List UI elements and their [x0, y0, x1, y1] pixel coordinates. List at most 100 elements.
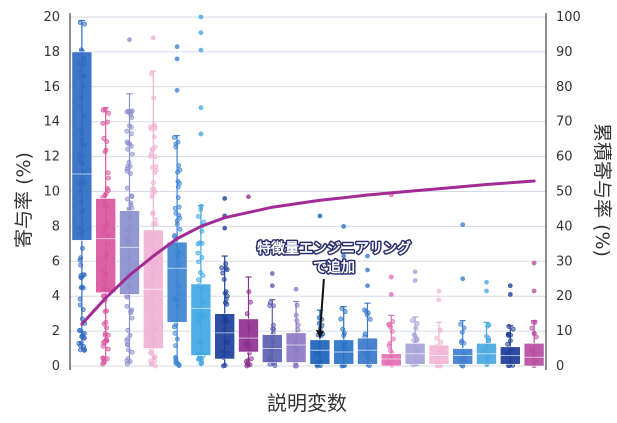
- box: [71, 51, 93, 241]
- data-point: [367, 316, 373, 322]
- data-point: [267, 300, 273, 305]
- outlier-point: [436, 297, 442, 303]
- data-point: [105, 346, 111, 352]
- y-tick-label: 10: [43, 185, 60, 200]
- data-point: [124, 337, 130, 343]
- data-point: [409, 318, 415, 324]
- outlier-point: [222, 196, 228, 201]
- box: [238, 318, 259, 353]
- data-point: [124, 128, 130, 134]
- outlier-point: [198, 14, 204, 20]
- outlier-point: [174, 87, 180, 93]
- y2-tick-label: 30: [556, 254, 573, 269]
- data-point: [100, 120, 106, 126]
- y-tick-label: 12: [43, 150, 60, 165]
- data-point: [529, 325, 535, 331]
- outlier-point: [388, 292, 394, 297]
- data-point: [103, 337, 109, 342]
- data-point: [196, 259, 201, 265]
- outlier-point: [222, 225, 228, 231]
- data-point: [510, 326, 516, 332]
- data-point: [124, 342, 130, 347]
- y2-tick-label: 100: [556, 10, 581, 25]
- data-point: [338, 316, 344, 322]
- data-point: [129, 115, 135, 120]
- data-point: [124, 294, 130, 299]
- outlier-point: [174, 44, 180, 50]
- data-point: [103, 191, 109, 197]
- outlier-point: [317, 213, 323, 219]
- y2-tick-label: 0: [556, 359, 564, 374]
- outlier-point: [507, 292, 513, 297]
- outlier-point: [174, 56, 180, 62]
- data-point: [147, 153, 153, 159]
- outlier-point: [198, 47, 204, 53]
- box: [190, 283, 212, 356]
- box: [428, 344, 450, 365]
- data-point: [129, 315, 135, 321]
- outlier-point: [246, 194, 251, 200]
- y-tick-label: 18: [43, 45, 60, 60]
- data-point: [153, 217, 158, 222]
- data-point: [124, 166, 130, 172]
- outlier-point: [365, 267, 370, 273]
- y-tick-label: 0: [52, 359, 60, 374]
- outlier-point: [341, 224, 347, 229]
- box: [523, 343, 545, 367]
- data-point: [124, 185, 130, 191]
- cumulative-line: [80, 179, 536, 326]
- data-point: [124, 139, 130, 145]
- y-tick-label: 4: [52, 289, 60, 304]
- axes: [69, 13, 547, 370]
- y2-tick-label: 70: [556, 115, 573, 130]
- data-point: [153, 167, 159, 173]
- outlier-point: [460, 222, 466, 228]
- y2-tick-label: 40: [556, 219, 573, 234]
- data-point: [100, 361, 106, 367]
- data-point: [224, 267, 230, 273]
- y-tick-label: 16: [43, 80, 60, 95]
- x-axis-title: 説明変数: [267, 391, 347, 415]
- data-point: [196, 277, 201, 283]
- outlier-point: [365, 253, 370, 259]
- data-point: [100, 343, 106, 349]
- annotation-line2: で追加: [313, 259, 355, 276]
- data-point: [195, 241, 201, 247]
- y2-tick-label: 60: [556, 150, 573, 165]
- outlier-point: [531, 260, 537, 266]
- outlier-point: [436, 288, 442, 294]
- data-point: [100, 107, 106, 113]
- outlier-point: [341, 267, 347, 273]
- data-point: [76, 340, 82, 346]
- annotation-arrowhead: [315, 329, 324, 339]
- outlier-point: [365, 283, 370, 289]
- box: [95, 198, 116, 294]
- data-point: [177, 215, 183, 221]
- data-point: [222, 300, 228, 306]
- y2-tick-label: 50: [556, 185, 573, 200]
- y2-tick-label: 10: [556, 324, 573, 339]
- data-point: [124, 358, 130, 364]
- outlier-point: [269, 283, 275, 289]
- outlier-point: [127, 37, 132, 43]
- outlier-point: [412, 278, 418, 283]
- data-point: [151, 122, 157, 128]
- data-point: [388, 348, 393, 354]
- y2-tick-label: 80: [556, 80, 573, 95]
- data-point: [434, 335, 439, 341]
- data-point: [195, 214, 201, 219]
- data-point: [341, 330, 347, 336]
- data-point: [105, 332, 111, 338]
- box: [285, 332, 307, 363]
- annotation-arrow: [318, 278, 325, 334]
- data-point: [171, 233, 177, 239]
- y2-tick-label: 90: [556, 45, 573, 60]
- y-tick-label: 2: [52, 324, 60, 339]
- data-point: [177, 226, 183, 232]
- y2-axis-title: 累積寄与率 (%): [591, 123, 613, 257]
- box: [119, 210, 140, 295]
- y-axis-ticks: 0 2 4 6 8 10 12 14 16 18 20: [43, 10, 60, 374]
- outlier-point: [198, 131, 204, 137]
- data-point: [130, 151, 135, 157]
- boxes: [71, 19, 545, 367]
